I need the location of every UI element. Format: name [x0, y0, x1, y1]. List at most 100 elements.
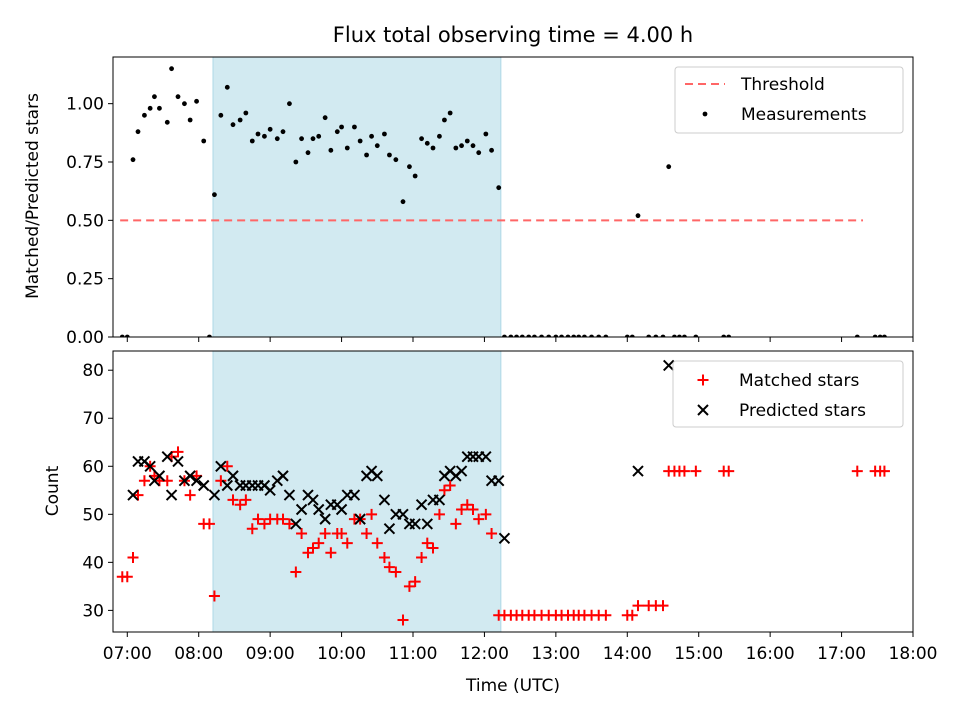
measurement-point — [412, 173, 418, 179]
measurement-point — [157, 105, 162, 111]
bottom-x-tick-label: 07:00 — [103, 644, 152, 664]
measurement-point — [589, 334, 594, 337]
measurement-point — [243, 110, 249, 116]
matched-star-point — [467, 504, 479, 516]
matched-star-point — [450, 518, 462, 530]
matched-star-point — [383, 561, 395, 573]
predicted-star-point — [433, 494, 446, 506]
matched-star-point — [657, 600, 669, 612]
measurement-point — [854, 334, 860, 337]
bottom-y-tick-label: 50 — [82, 505, 104, 525]
predicted-star-point — [161, 450, 173, 463]
measurement-point — [508, 334, 514, 337]
measurement-point — [476, 150, 482, 156]
matched-star-point — [433, 508, 445, 520]
matched-star-point — [626, 609, 638, 621]
measurement-point — [519, 334, 525, 337]
bottom-y-tick-label: 60 — [82, 457, 104, 477]
measurement-point — [334, 129, 340, 135]
predicted-star-point — [144, 460, 156, 472]
measurement-point — [470, 143, 476, 149]
top-y-tick-label: 0.75 — [66, 153, 104, 173]
measurement-point — [255, 131, 261, 137]
measurement-point — [305, 150, 311, 156]
measurement-point — [672, 334, 677, 337]
bottom-x-tick-label: 14:00 — [603, 644, 652, 664]
measurement-point — [526, 334, 532, 337]
predicted-star-point — [313, 503, 325, 516]
bottom-x-tick-label: 11:00 — [389, 644, 438, 664]
matched-star-point — [307, 542, 319, 554]
predicted-star-point — [632, 465, 644, 477]
matched-star-point — [325, 547, 337, 559]
measurement-point — [553, 334, 559, 337]
predicted-star-point — [221, 479, 233, 492]
bottom-data-layer — [116, 359, 890, 626]
matched-star-point — [632, 600, 644, 612]
matched-star-point — [252, 513, 264, 525]
matched-star-point — [290, 566, 302, 578]
measurement-point — [316, 133, 322, 139]
measurement-point — [576, 334, 582, 337]
matched-star-point — [473, 513, 485, 525]
legend-measurements-label: Measurements — [741, 105, 867, 125]
measurement-point — [310, 136, 316, 142]
measurement-point — [387, 152, 392, 158]
matched-star-point — [277, 513, 289, 525]
measurement-point — [629, 334, 635, 337]
top-y-tick-label: 1.00 — [66, 95, 104, 115]
measurement-point — [407, 164, 412, 170]
measurement-point — [393, 157, 399, 163]
measurement-point — [514, 334, 519, 337]
bottom-x-tick-label: 08:00 — [174, 644, 223, 664]
measurement-point — [280, 129, 286, 135]
matched-star-point — [319, 528, 331, 540]
predicted-star-point — [383, 523, 396, 535]
matched-star-point — [203, 518, 215, 530]
measurement-point — [212, 192, 217, 198]
measurement-point — [287, 101, 292, 107]
measurement-point — [344, 145, 350, 151]
top-y-tick-label: 0.00 — [66, 328, 104, 348]
measurement-point — [352, 124, 357, 130]
predicted-star-point — [215, 460, 227, 472]
bottom-x-tick-label: 18:00 — [889, 644, 938, 664]
measurement-point — [489, 147, 494, 153]
predicted-star-point — [172, 455, 184, 468]
measurement-point — [224, 84, 230, 90]
measurement-point — [201, 138, 207, 144]
predicted-star-point — [153, 470, 166, 482]
matched-star-point — [723, 465, 735, 477]
matched-star-point — [258, 518, 270, 530]
legend-threshold-label: Threshold — [740, 75, 825, 95]
matched-star-point — [878, 465, 890, 477]
measurement-point — [194, 98, 199, 104]
bottom-legend-box — [672, 360, 904, 428]
measurement-point — [624, 334, 630, 337]
measurement-point — [357, 138, 363, 144]
measurement-point — [124, 334, 130, 337]
matched-star-point — [416, 552, 428, 564]
measurement-point — [142, 112, 147, 118]
bottom-x-tick-label: 17:00 — [817, 644, 866, 664]
predicted-star-point — [397, 508, 409, 521]
predicted-star-point — [378, 494, 391, 506]
bottom-y-tick-label: 80 — [82, 361, 104, 381]
measurement-point — [218, 112, 224, 118]
matched-star-point — [678, 465, 690, 477]
measurement-point — [322, 115, 328, 121]
measurement-point — [424, 140, 430, 146]
measurement-point — [726, 334, 732, 337]
measurement-point — [400, 199, 406, 205]
matched-star-point — [246, 523, 258, 535]
bottom-x-tick-label: 13:00 — [531, 644, 580, 664]
matched-star-point — [313, 537, 325, 549]
measurement-point — [369, 133, 374, 139]
predicted-star-point — [421, 518, 433, 530]
measurement-point — [496, 185, 502, 191]
matched-star-point — [184, 489, 196, 501]
bottom-y-tick-label: 40 — [82, 553, 104, 573]
matched-star-point — [215, 475, 227, 487]
measurement-point — [721, 334, 727, 337]
measurement-point — [147, 105, 153, 111]
